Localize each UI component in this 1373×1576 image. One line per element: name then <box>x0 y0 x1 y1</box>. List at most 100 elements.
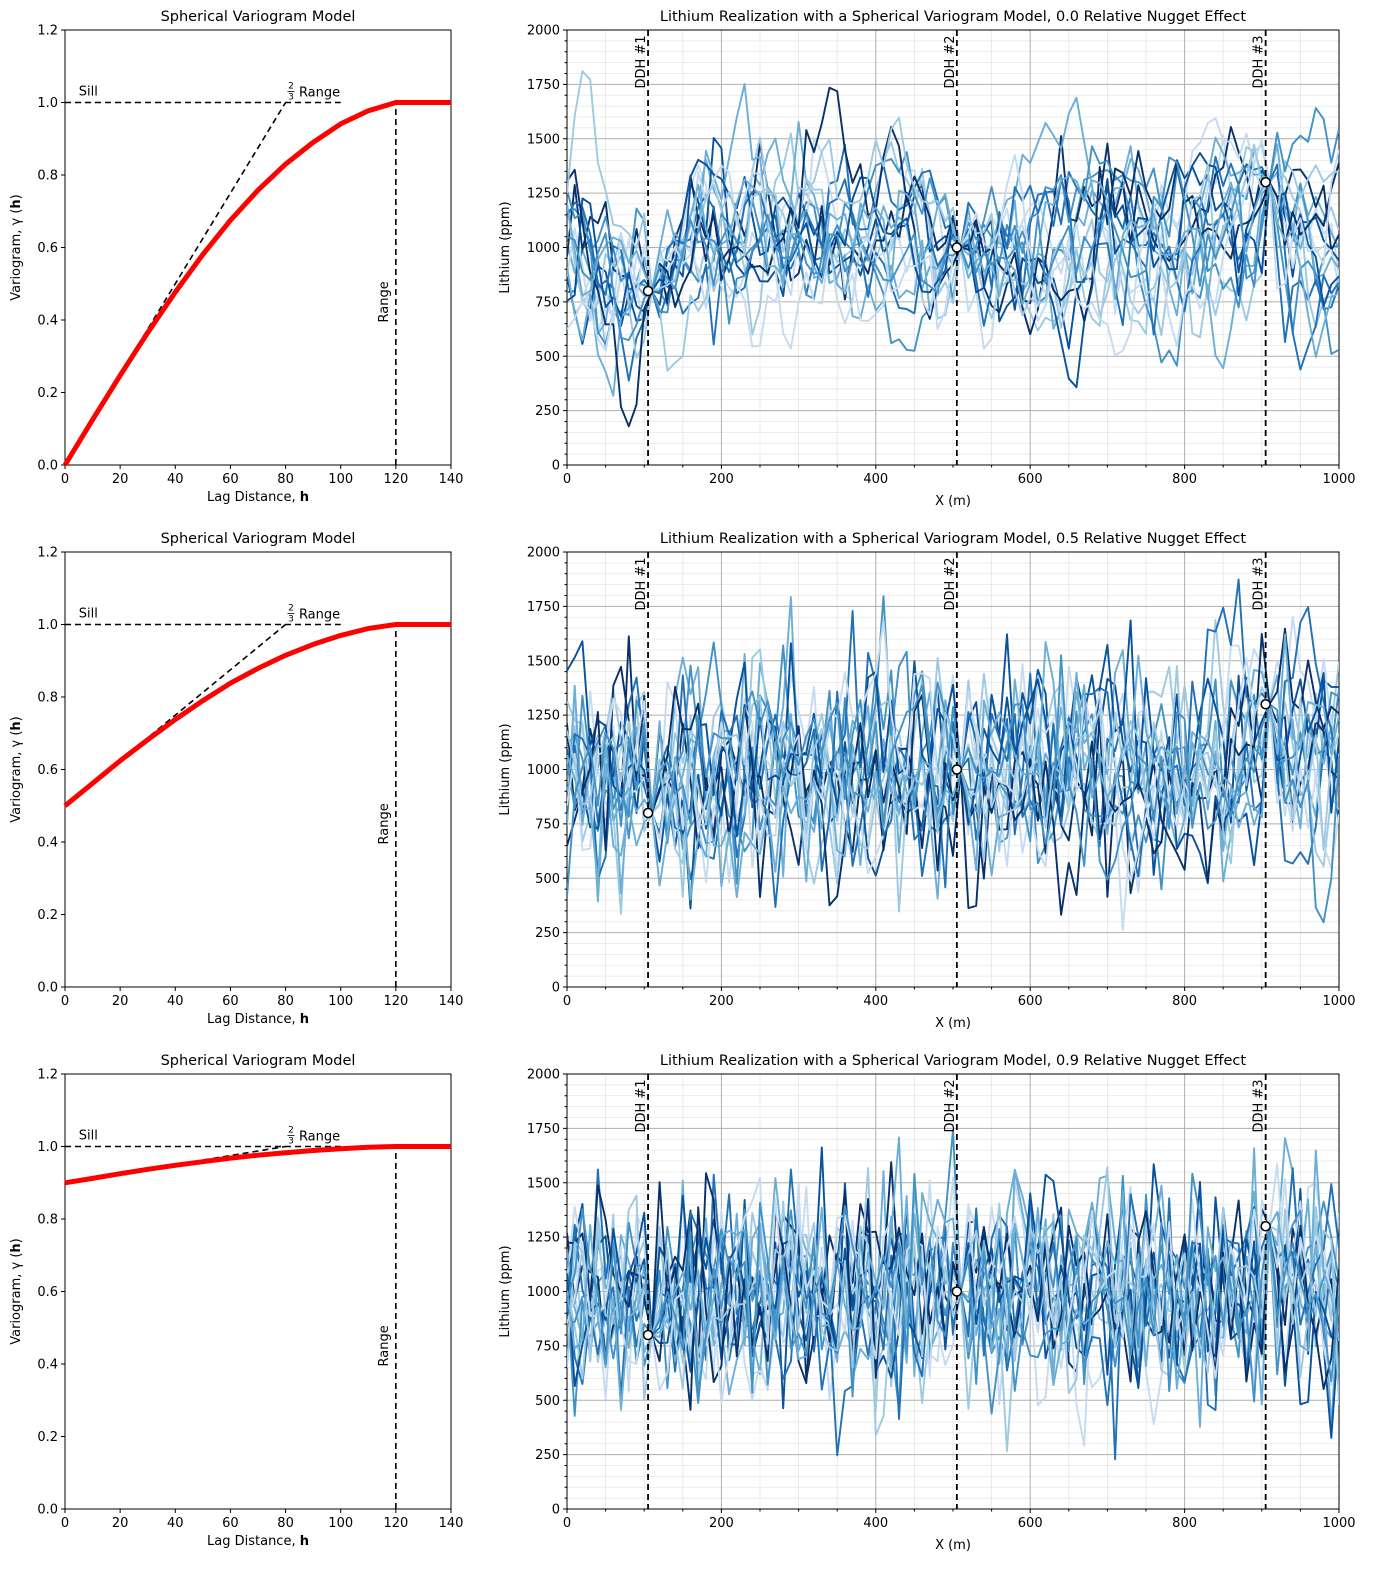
y-axis-label-bold: h <box>9 199 24 208</box>
fraction-numerator: 2 <box>288 1126 294 1136</box>
x-tick-label: 60 <box>222 1516 239 1531</box>
y-tick-label: 1250 <box>527 709 560 724</box>
two-thirds-range-line <box>64 623 287 807</box>
y-tick-label: 1.0 <box>37 618 58 633</box>
y-tick-label: 0.2 <box>37 386 58 401</box>
x-tick-label: 0 <box>563 994 571 1009</box>
variogram-chart-1: Spherical Variogram Model 0 20 40 60 80 100 120… <box>9 531 463 1027</box>
y-tick-label: 1.0 <box>37 96 58 111</box>
y-axis-label-bold: h <box>9 721 24 730</box>
y-axis-label-text: ) <box>9 716 24 721</box>
x-tick-label: 200 <box>709 1516 734 1531</box>
x-tick-label: 200 <box>709 472 734 487</box>
y-tick-label: 500 <box>535 350 560 365</box>
y-tick-label: 1750 <box>527 600 560 615</box>
fraction-numerator: 2 <box>288 82 294 92</box>
y-tick-label: 0.2 <box>37 1430 58 1445</box>
chart-title: Spherical Variogram Model <box>161 9 356 25</box>
y-axis-label-text: ) <box>9 194 24 199</box>
realization-line <box>567 633 1339 901</box>
axes-frame <box>64 551 452 988</box>
y-tick-label: 250 <box>535 926 560 941</box>
x-axis-label-bold: h <box>300 1534 309 1549</box>
y-tick-label: 1500 <box>527 1176 560 1191</box>
realization-line <box>567 1136 1339 1428</box>
fraction-denominator: 3 <box>288 615 294 625</box>
y-tick-label: 1750 <box>527 1122 560 1137</box>
y-tick-label: 1.2 <box>37 1068 58 1083</box>
well-data-point <box>642 1329 654 1341</box>
range-label: Range <box>377 281 392 322</box>
fraction-denominator: 3 <box>288 1137 294 1147</box>
y-tick-label: 750 <box>535 1339 560 1354</box>
sill-label: Sill <box>79 607 98 622</box>
y-axis-label: Lithium (ppm) <box>498 201 513 293</box>
x-tick-label: 80 <box>277 994 294 1009</box>
y-axis-label: Variogram, γ (h) <box>9 1238 24 1345</box>
variogram-chart-0: Spherical Variogram Model 0 20 40 60 80 100 120… <box>9 9 463 505</box>
x-tick-label: 120 <box>383 1516 408 1531</box>
two-thirds-range-label: Range <box>299 86 340 101</box>
realization-line <box>567 1172 1339 1403</box>
y-tick-label: 1000 <box>527 763 560 778</box>
y-tick-label: 0.4 <box>37 836 58 851</box>
variogram-curve <box>62 100 451 467</box>
realization-line <box>567 620 1339 882</box>
y-tick-label: 1.2 <box>37 546 58 561</box>
x-tick-label: 800 <box>1172 472 1197 487</box>
y-tick-label: 0.6 <box>37 1285 58 1300</box>
y-tick-label: 2000 <box>527 546 560 561</box>
x-tick-label: 1000 <box>1322 994 1355 1009</box>
axes-frame <box>64 1073 452 1510</box>
realization-line <box>567 1183 1339 1421</box>
two-thirds-range-label: Range <box>299 1130 340 1145</box>
realization-line <box>567 138 1339 357</box>
chart-title: Lithium Realization with a Spherical Var… <box>660 9 1247 25</box>
x-tick-label: 60 <box>222 994 239 1009</box>
chart-title: Lithium Realization with a Spherical Var… <box>660 1053 1247 1069</box>
realization-line <box>567 175 1339 358</box>
well-label: DDH #1 <box>634 557 649 610</box>
x-tick-label: 400 <box>863 994 888 1009</box>
y-tick-label: 0.4 <box>37 314 58 329</box>
y-tick-label: 1250 <box>527 187 560 202</box>
y-tick-label: 1000 <box>527 241 560 256</box>
range-label: Range <box>377 803 392 844</box>
realization-line <box>567 70 1339 317</box>
y-tick-label: 0.4 <box>37 1358 58 1373</box>
realization-chart-1: Lithium Realization with a Spherical Var… <box>498 531 1356 1031</box>
y-axis-label-text: Variogram, γ ( <box>9 209 24 301</box>
well-data-point <box>951 1286 963 1297</box>
y-axis-label: Lithium (ppm) <box>498 1245 513 1337</box>
x-tick-label: 20 <box>112 472 129 487</box>
x-tick-label: 20 <box>112 1516 129 1531</box>
y-tick-label: 2000 <box>527 24 560 39</box>
x-tick-label: 800 <box>1172 994 1197 1009</box>
realization-chart-0: Lithium Realization with a Spherical Var… <box>498 9 1356 509</box>
y-axis-label-text: Variogram, γ ( <box>9 731 24 823</box>
y-axis-label-text: Variogram, γ ( <box>9 1253 24 1345</box>
x-tick-label: 600 <box>1018 1516 1043 1531</box>
x-tick-label: 400 <box>863 1516 888 1531</box>
realization-chart-2: Lithium Realization with a Spherical Var… <box>498 1053 1356 1553</box>
y-tick-label: 0.0 <box>37 981 58 996</box>
y-tick-label: 1000 <box>527 1285 560 1300</box>
y-tick-label: 750 <box>535 295 560 310</box>
sill-label: Sill <box>79 85 98 100</box>
y-axis-label: Variogram, γ (h) <box>9 194 24 301</box>
y-tick-label: 1500 <box>527 654 560 669</box>
chart-title: Lithium Realization with a Spherical Var… <box>660 531 1247 547</box>
realization-line <box>567 107 1339 342</box>
x-tick-label: 140 <box>439 994 464 1009</box>
variogram-curve <box>64 1144 451 1186</box>
x-tick-label: 0 <box>563 1516 571 1531</box>
x-axis-label: Lag Distance, h <box>207 1534 309 1549</box>
realization-line <box>567 1128 1339 1415</box>
x-tick-label: 140 <box>439 472 464 487</box>
y-tick-label: 0 <box>552 981 560 996</box>
x-tick-label: 200 <box>709 994 734 1009</box>
x-axis-label-text: Lag Distance, <box>207 1534 300 1549</box>
y-tick-label: 500 <box>535 1394 560 1409</box>
well-data-point <box>951 764 963 775</box>
